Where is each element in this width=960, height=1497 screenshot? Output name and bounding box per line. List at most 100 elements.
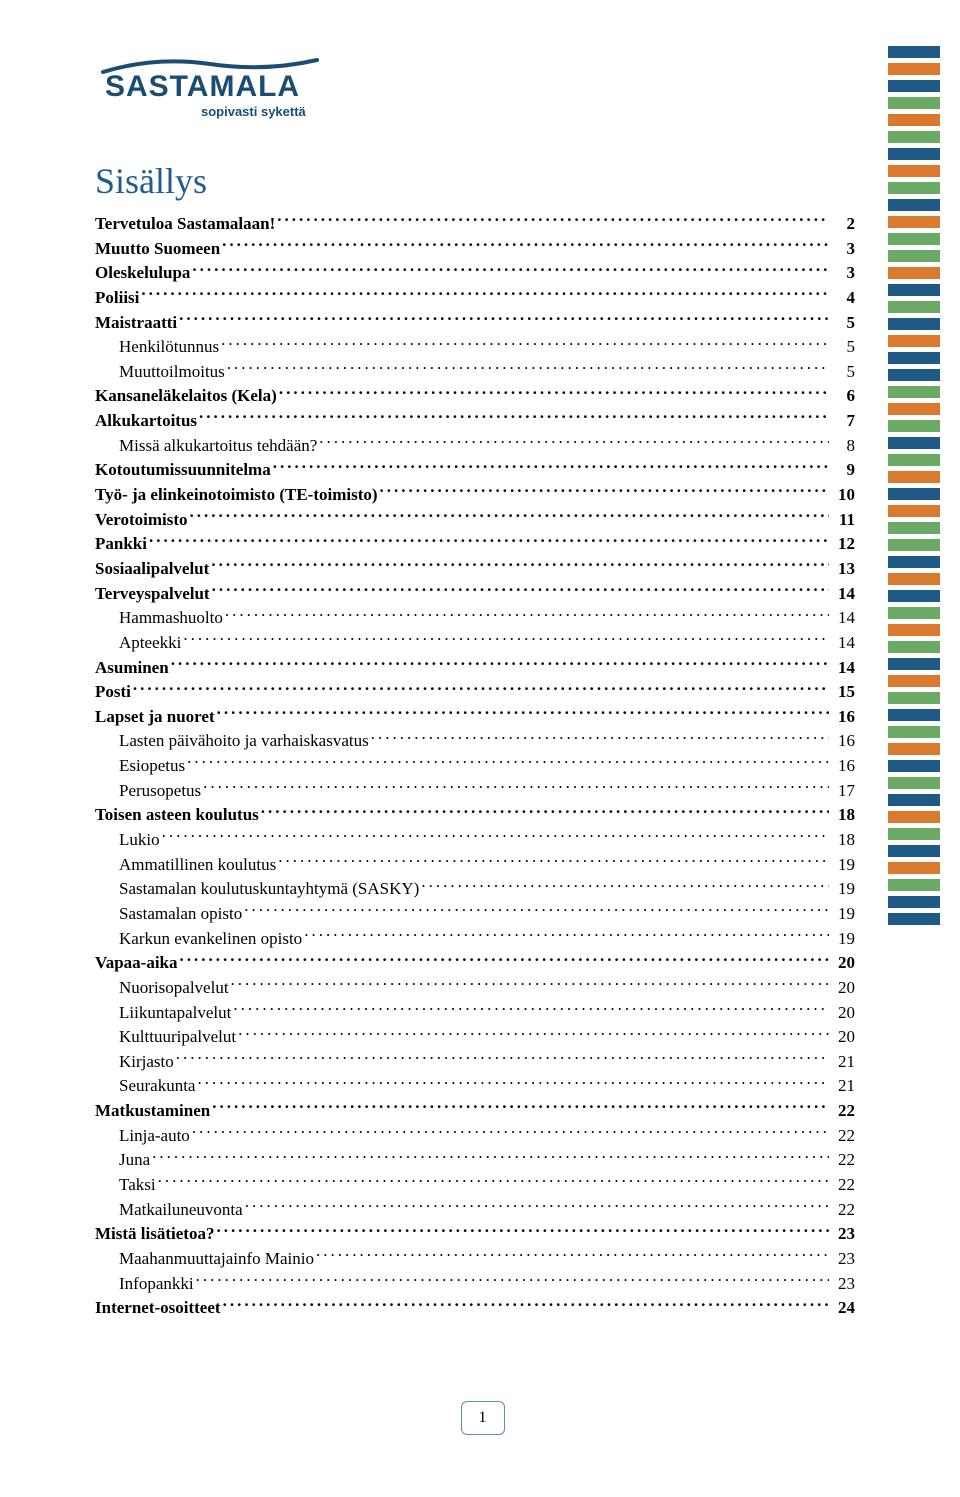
toc-label: Oleskelulupa (95, 261, 190, 286)
toc-row[interactable]: Internet-osoitteet24 (95, 1296, 855, 1321)
toc-page-number: 6 (831, 384, 855, 409)
stripe (888, 284, 940, 296)
toc-page-number: 15 (831, 680, 855, 705)
toc-label: Kotoutumissuunnitelma (95, 458, 271, 483)
toc-page-number: 16 (831, 729, 855, 754)
document-page: SASTAMALA sopivasti sykettä Sisällys Ter… (0, 0, 960, 1475)
toc-leader-dots (180, 951, 829, 968)
toc-row[interactable]: Mistä lisätietoa?23 (95, 1222, 855, 1247)
toc-row[interactable]: Sastamalan opisto19 (95, 902, 855, 927)
toc-leader-dots (222, 237, 829, 254)
toc-page-number: 13 (831, 557, 855, 582)
toc-row[interactable]: Matkustaminen22 (95, 1099, 855, 1124)
toc-page-number: 14 (831, 582, 855, 607)
toc-leader-dots (223, 1296, 829, 1313)
toc-row[interactable]: Tervetuloa Sastamalaan!2 (95, 212, 855, 237)
toc-row[interactable]: Kulttuuripalvelut20 (95, 1025, 855, 1050)
toc-label: Seurakunta (95, 1074, 195, 1099)
toc-leader-dots (245, 1198, 829, 1215)
toc-label: Juna (95, 1148, 150, 1173)
table-of-contents: Tervetuloa Sastamalaan!2Muutto Suomeen3O… (95, 212, 855, 1321)
toc-row[interactable]: Lapset ja nuoret16 (95, 705, 855, 730)
toc-page-number: 18 (831, 828, 855, 853)
page-number: 1 (479, 1409, 487, 1427)
toc-row[interactable]: Hammashuolto14 (95, 606, 855, 631)
toc-row[interactable]: Maistraatti5 (95, 311, 855, 336)
toc-row[interactable]: Vapaa-aika20 (95, 951, 855, 976)
toc-row[interactable]: Verotoimisto11 (95, 508, 855, 533)
stripe (888, 726, 940, 738)
toc-page-number: 22 (831, 1148, 855, 1173)
stripe (888, 624, 940, 636)
toc-row[interactable]: Posti15 (95, 680, 855, 705)
toc-page-number: 23 (831, 1272, 855, 1297)
toc-row[interactable]: Esiopetus16 (95, 754, 855, 779)
stripe (888, 641, 940, 653)
stripe (888, 828, 940, 840)
toc-row[interactable]: Muuttoilmoitus5 (95, 360, 855, 385)
stripe (888, 454, 940, 466)
toc-row[interactable]: Terveyspalvelut14 (95, 582, 855, 607)
stripe (888, 114, 940, 126)
toc-row[interactable]: Lasten päivähoito ja varhaiskasvatus16 (95, 729, 855, 754)
toc-row[interactable]: Matkailuneuvonta22 (95, 1198, 855, 1223)
stripe (888, 318, 940, 330)
toc-row[interactable]: Karkun evankelinen opisto19 (95, 927, 855, 952)
toc-row[interactable]: Alkukartoitus7 (95, 409, 855, 434)
toc-label: Sastamalan koulutuskuntayhtymä (SASKY) (95, 877, 419, 902)
toc-row[interactable]: Toisen asteen koulutus18 (95, 803, 855, 828)
toc-leader-dots (141, 286, 829, 303)
toc-page-number: 19 (831, 877, 855, 902)
toc-label: Maistraatti (95, 311, 177, 336)
toc-row[interactable]: Juna 22 (95, 1148, 855, 1173)
toc-row[interactable]: Kotoutumissuunnitelma 9 (95, 458, 855, 483)
toc-page-number: 23 (831, 1247, 855, 1272)
toc-row[interactable]: Asuminen14 (95, 656, 855, 681)
toc-row[interactable]: Missä alkukartoitus tehdään?8 (95, 434, 855, 459)
toc-row[interactable]: Perusopetus17 (95, 779, 855, 804)
toc-row[interactable]: Sastamalan koulutuskuntayhtymä (SASKY) 19 (95, 877, 855, 902)
toc-row[interactable]: Pankki12 (95, 532, 855, 557)
toc-row[interactable]: Muutto Suomeen3 (95, 237, 855, 262)
toc-row[interactable]: Henkilötunnus5 (95, 335, 855, 360)
toc-label: Apteekki (95, 631, 181, 656)
toc-row[interactable]: Maahanmuuttajainfo Mainio 23 (95, 1247, 855, 1272)
toc-leader-dots (231, 976, 829, 993)
stripe (888, 369, 940, 381)
toc-page-number: 22 (831, 1198, 855, 1223)
toc-leader-dots (212, 1099, 829, 1116)
toc-label: Taksi (95, 1173, 156, 1198)
toc-row[interactable]: Seurakunta21 (95, 1074, 855, 1099)
toc-leader-dots (152, 1148, 829, 1165)
stripe (888, 777, 940, 789)
toc-row[interactable]: Sosiaalipalvelut13 (95, 557, 855, 582)
toc-label: Sastamalan opisto (95, 902, 242, 927)
toc-row[interactable]: Ammatillinen koulutus19 (95, 853, 855, 878)
toc-leader-dots (176, 1050, 829, 1067)
brand-logo: SASTAMALA sopivasti sykettä (95, 50, 870, 130)
toc-leader-dots (171, 656, 829, 673)
toc-row[interactable]: Apteekki14 (95, 631, 855, 656)
toc-row[interactable]: Taksi22 (95, 1173, 855, 1198)
toc-page-number: 24 (831, 1296, 855, 1321)
toc-row[interactable]: Liikuntapalvelut20 (95, 1001, 855, 1026)
toc-row[interactable]: Oleskelulupa 3 (95, 261, 855, 286)
toc-row[interactable]: Infopankki23 (95, 1272, 855, 1297)
toc-leader-dots (227, 360, 829, 377)
logo-svg: SASTAMALA sopivasti sykettä (95, 50, 325, 130)
toc-row[interactable]: Linja-auto22 (95, 1124, 855, 1149)
toc-leader-dots (371, 729, 829, 746)
toc-page-number: 9 (831, 458, 855, 483)
toc-row[interactable]: Poliisi4 (95, 286, 855, 311)
stripe (888, 913, 940, 925)
toc-row[interactable]: Työ- ja elinkeinotoimisto (TE-toimisto)1… (95, 483, 855, 508)
toc-label: Alkukartoitus (95, 409, 197, 434)
toc-page-number: 3 (831, 261, 855, 286)
toc-leader-dots (197, 1074, 829, 1091)
toc-leader-dots (221, 335, 829, 352)
toc-row[interactable]: Kirjasto21 (95, 1050, 855, 1075)
toc-label: Maahanmuuttajainfo Mainio (95, 1247, 314, 1272)
toc-row[interactable]: Nuorisopalvelut20 (95, 976, 855, 1001)
toc-row[interactable]: Kansaneläkelaitos (Kela)6 (95, 384, 855, 409)
toc-row[interactable]: Lukio18 (95, 828, 855, 853)
